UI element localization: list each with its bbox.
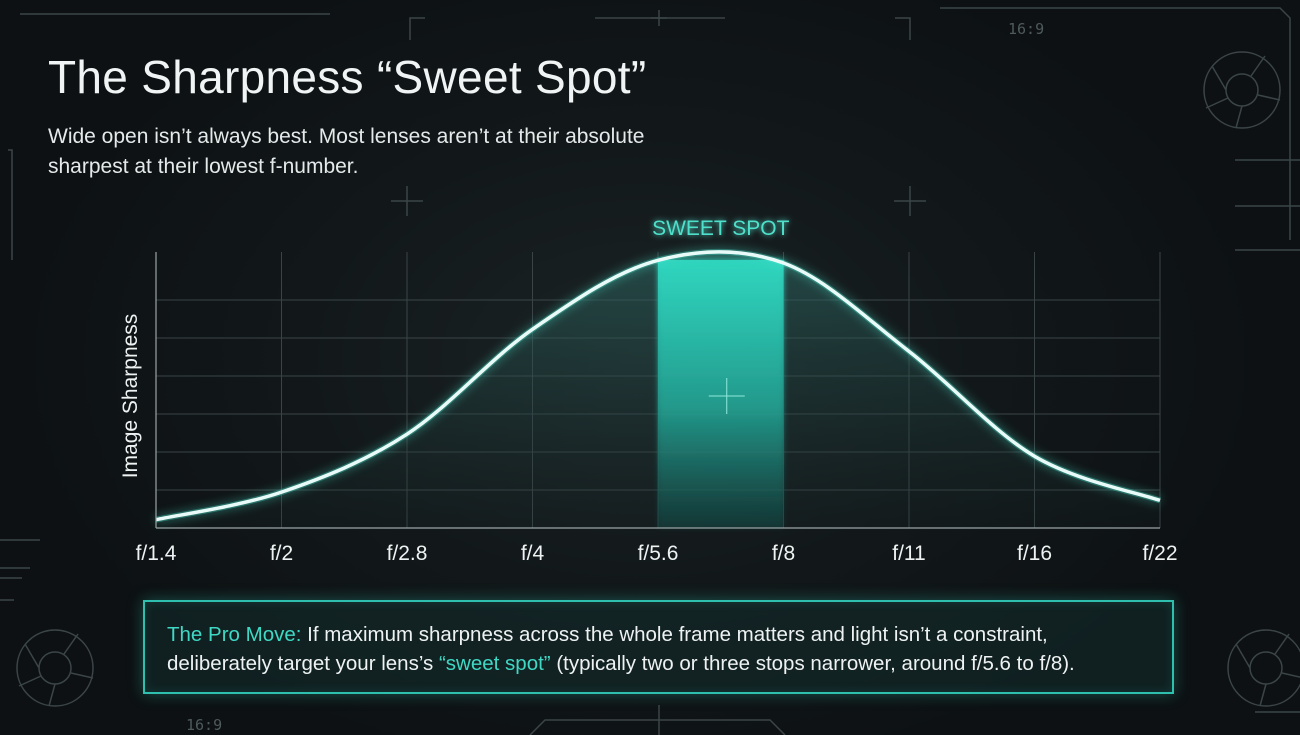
aspect-ratio-label-bottom: 16:9 bbox=[186, 716, 223, 734]
hud-decoration bbox=[0, 7, 1300, 735]
page-subtitle: Wide open isn’t always best. Most lenses… bbox=[48, 125, 645, 178]
x-tick-label: f/8 bbox=[772, 542, 795, 565]
x-tick-label: f/22 bbox=[1142, 542, 1177, 565]
pro-move-callout: The Pro Move: If maximum sharpness acros… bbox=[143, 600, 1174, 694]
page-title: The Sharpness “Sweet Spot” bbox=[48, 51, 647, 103]
x-tick-label: f/16 bbox=[1017, 542, 1052, 565]
y-axis-label: Image Sharpness bbox=[119, 314, 142, 479]
x-tick-label: f/1.4 bbox=[136, 542, 177, 565]
plot-area: f/1.4 f/2 f/2.8 f/4 f/5.6 f/8 f/11 f/16 f/22 Imag… bbox=[119, 217, 1178, 565]
series-line bbox=[155, 250, 1161, 522]
x-tick-label: f/2.8 bbox=[387, 542, 428, 565]
x-tick-label: f/4 bbox=[521, 542, 545, 565]
callout-text-2: (typically two or three stops narrower, … bbox=[550, 652, 1075, 675]
callout-accent: “sweet spot” bbox=[438, 652, 551, 675]
sweet-spot-band bbox=[658, 260, 784, 528]
callout-lead: The Pro Move: bbox=[167, 623, 302, 646]
x-tick-label: f/5.6 bbox=[638, 542, 679, 565]
x-tick-label: f/2 bbox=[270, 542, 293, 565]
sweet-spot-label: SWEET SPOT bbox=[652, 217, 789, 240]
aspect-ratio-label-top: 16:9 bbox=[1008, 20, 1045, 38]
x-tick-label: f/11 bbox=[892, 542, 925, 565]
callout-text-1: If maximum sharpness across the whole fr… bbox=[167, 623, 1048, 675]
